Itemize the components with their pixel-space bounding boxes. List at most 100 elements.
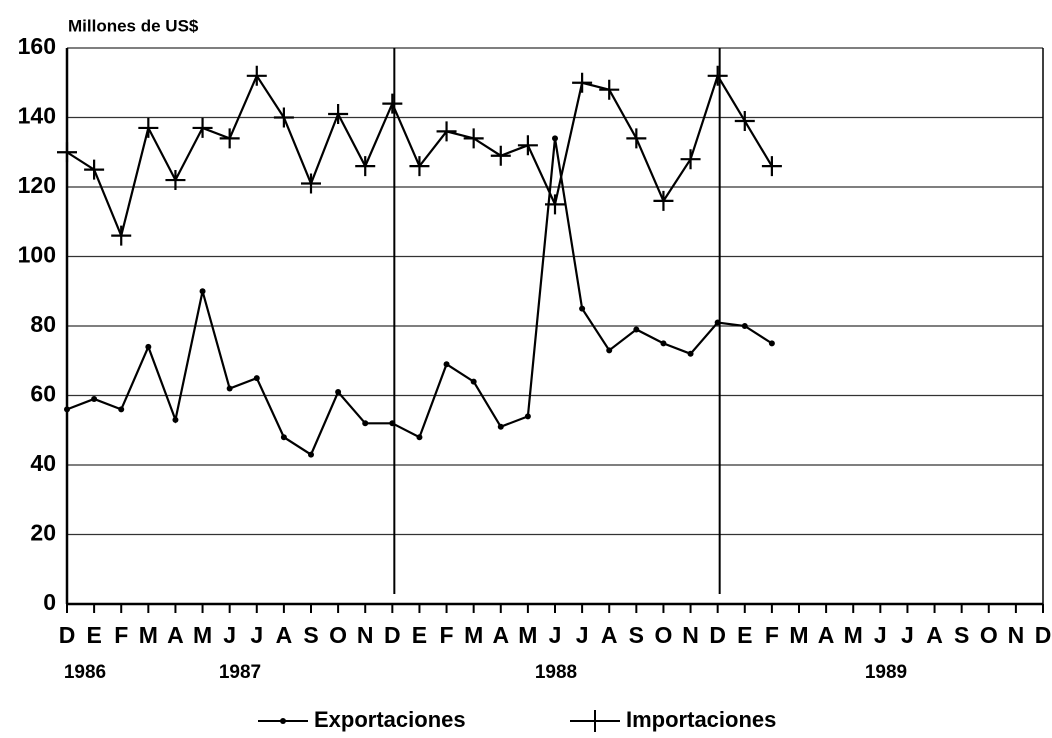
point xyxy=(714,319,721,326)
point xyxy=(470,378,477,385)
point xyxy=(579,305,586,312)
point xyxy=(653,190,674,211)
x-tick-label: J xyxy=(576,622,589,648)
x-group-label: 1987 xyxy=(219,662,261,683)
x-tick-label: N xyxy=(357,622,374,648)
point xyxy=(552,135,558,142)
point xyxy=(599,79,620,100)
point xyxy=(389,420,396,427)
x-tick-label: J xyxy=(549,622,562,648)
x-tick-label: A xyxy=(926,622,943,648)
point xyxy=(436,121,457,142)
point xyxy=(57,142,77,163)
y-tick-label: 140 xyxy=(18,103,56,129)
x-tick-label: O xyxy=(329,622,347,648)
x-tick-label: M xyxy=(139,622,158,648)
point xyxy=(545,194,565,215)
y-tick-label: 100 xyxy=(18,242,56,268)
point xyxy=(172,416,179,423)
x-tick-label: A xyxy=(492,622,509,648)
x-tick-label: N xyxy=(682,622,699,648)
point xyxy=(443,361,450,368)
point xyxy=(660,340,667,347)
x-tick-label: E xyxy=(737,622,752,648)
x-tick-label: J xyxy=(874,622,887,648)
point xyxy=(633,326,640,333)
point xyxy=(382,93,403,114)
series-line xyxy=(66,138,773,457)
point xyxy=(680,149,701,170)
point xyxy=(497,423,504,430)
x-tick-label: N xyxy=(1008,622,1025,648)
point xyxy=(219,128,240,149)
x-tick-label: E xyxy=(86,622,101,648)
y-tick-label: 20 xyxy=(30,520,56,546)
legend-label: Importaciones xyxy=(626,707,776,732)
x-tick-label: M xyxy=(464,622,483,648)
x-tick-label: D xyxy=(1035,622,1052,648)
point xyxy=(741,323,748,329)
point xyxy=(273,107,294,128)
point xyxy=(572,72,593,93)
point xyxy=(64,406,70,413)
x-tick-label: M xyxy=(844,622,863,648)
x-tick-label: D xyxy=(384,622,401,648)
y-tick-label: 40 xyxy=(30,450,56,476)
point xyxy=(280,434,287,441)
point xyxy=(192,117,213,138)
point xyxy=(355,156,376,177)
point xyxy=(734,110,755,131)
point xyxy=(463,128,484,149)
point xyxy=(199,288,206,295)
point xyxy=(138,117,159,138)
x-tick-label: J xyxy=(901,622,914,648)
point xyxy=(118,406,125,413)
y-tick-label: 160 xyxy=(18,33,56,59)
x-group-label: 1989 xyxy=(865,662,907,683)
point xyxy=(768,340,775,347)
y-tick-label: 60 xyxy=(30,381,56,407)
x-tick-label: F xyxy=(440,622,454,648)
x-tick-label: A xyxy=(601,622,618,648)
point xyxy=(362,420,369,427)
x-tick-label: A xyxy=(167,622,184,648)
x-group-label: 1986 xyxy=(64,662,106,683)
x-tick-label: S xyxy=(954,622,969,648)
x-group-label: 1988 xyxy=(535,662,577,683)
x-tick-label: F xyxy=(114,622,128,648)
point xyxy=(761,156,782,177)
point xyxy=(165,170,186,191)
point xyxy=(335,389,342,396)
point xyxy=(707,65,728,86)
x-tick-label: J xyxy=(250,622,263,648)
x-tick-label: M xyxy=(518,622,537,648)
y-tick-label: 80 xyxy=(30,311,56,337)
point xyxy=(517,135,538,156)
point xyxy=(91,395,98,402)
series-line xyxy=(66,73,773,240)
x-tick-label: D xyxy=(709,622,726,648)
legend-label: Exportaciones xyxy=(314,707,466,732)
legend-marker xyxy=(280,718,286,724)
x-tick-label: A xyxy=(276,622,293,648)
x-tick-label: A xyxy=(818,622,835,648)
x-tick-label: F xyxy=(765,622,779,648)
y-tick-label: 0 xyxy=(43,589,56,615)
x-tick-label: O xyxy=(654,622,672,648)
x-tick-label: S xyxy=(629,622,644,648)
point xyxy=(145,343,152,350)
x-tick-label: J xyxy=(223,622,236,648)
point xyxy=(246,65,267,86)
point xyxy=(416,434,423,441)
y-axis-label: Millones de US$ xyxy=(68,16,199,35)
point xyxy=(409,156,430,177)
point xyxy=(626,128,647,149)
x-tick-label: M xyxy=(193,622,212,648)
point xyxy=(328,104,349,125)
x-tick-label: D xyxy=(59,622,76,648)
x-tick-label: E xyxy=(412,622,427,648)
x-tick-label: S xyxy=(303,622,318,648)
x-tick-label: M xyxy=(789,622,808,648)
point xyxy=(606,347,613,354)
